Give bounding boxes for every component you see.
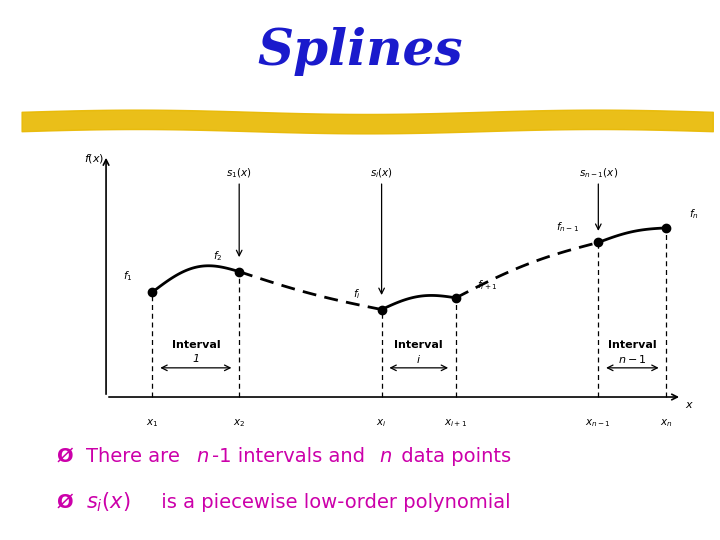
- Text: $x_2$: $x_2$: [233, 417, 246, 429]
- Text: $f(x)$: $f(x)$: [84, 152, 104, 165]
- Text: data points: data points: [395, 447, 510, 466]
- Text: $s_i(x)$: $s_i(x)$: [370, 167, 393, 180]
- Text: $x_i$: $x_i$: [377, 417, 387, 429]
- Text: $f_2$: $f_2$: [213, 249, 222, 263]
- Text: Splines: Splines: [257, 27, 463, 76]
- Text: $f_{n-1}$: $f_{n-1}$: [556, 220, 579, 234]
- Text: Ø: Ø: [56, 492, 73, 512]
- Text: $f_n$: $f_n$: [690, 207, 699, 220]
- Text: $x_1$: $x_1$: [146, 417, 158, 429]
- Text: $x_{i+1}$: $x_{i+1}$: [444, 417, 467, 429]
- Text: $n$: $n$: [379, 447, 392, 466]
- Text: $x_{n-1}$: $x_{n-1}$: [585, 417, 611, 429]
- Text: -1 intervals and: -1 intervals and: [212, 447, 372, 466]
- Text: There are: There are: [86, 447, 186, 466]
- Text: Interval: Interval: [395, 340, 443, 349]
- Text: Ø: Ø: [56, 447, 73, 466]
- Text: 1: 1: [192, 354, 199, 364]
- Text: $f_{i+1}$: $f_{i+1}$: [477, 278, 497, 292]
- Text: Interval: Interval: [608, 340, 657, 349]
- Text: $i$: $i$: [416, 353, 421, 365]
- Text: $n-1$: $n-1$: [618, 353, 647, 365]
- Text: $x$: $x$: [685, 400, 694, 410]
- Text: $s_1(x)$: $s_1(x)$: [226, 167, 252, 180]
- Text: $f_i$: $f_i$: [353, 287, 361, 301]
- Text: $f_1$: $f_1$: [123, 269, 132, 284]
- Text: $s_{n-1}(x)$: $s_{n-1}(x)$: [579, 167, 618, 180]
- Text: Interval: Interval: [171, 340, 220, 349]
- Text: $x_n$: $x_n$: [660, 417, 672, 429]
- Text: $s_i(x)$: $s_i(x)$: [86, 490, 131, 514]
- Text: $n$: $n$: [196, 447, 209, 466]
- Text: is a piecewise low-order polynomial: is a piecewise low-order polynomial: [155, 492, 510, 512]
